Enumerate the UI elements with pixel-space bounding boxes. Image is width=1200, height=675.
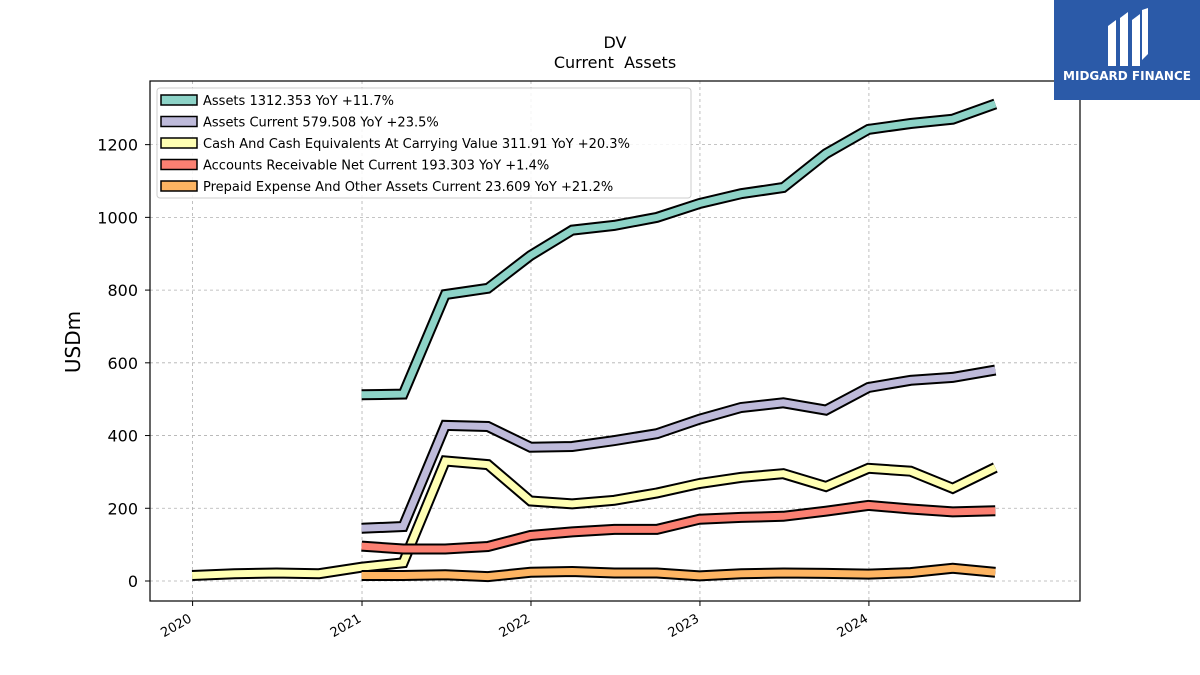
midgard-logo-icon: [1108, 8, 1148, 66]
y-tick-label: 0: [128, 572, 138, 591]
legend-entry: Prepaid Expense And Other Assets Current…: [203, 180, 613, 195]
series-line-1: [361, 364, 997, 534]
legend-entry: Assets 1312.353 YoY +11.7%: [203, 94, 394, 109]
y-tick-label: 1200: [97, 136, 138, 155]
chart-title: DV: [604, 33, 627, 52]
y-tick-label: 600: [107, 354, 138, 373]
series-line-3: [361, 499, 996, 555]
series-line-4: [361, 562, 996, 583]
legend-swatch: [160, 94, 198, 106]
x-tick-label: 2020: [158, 611, 194, 641]
legend-entry: Cash And Cash Equivalents At Carrying Va…: [203, 137, 630, 152]
brand-name: MIDGARD FINANCE: [1063, 69, 1191, 83]
legend-swatch: [160, 180, 198, 192]
legend-swatch: [160, 115, 198, 128]
chart-subtitle: Current Assets: [554, 53, 676, 72]
y-tick-label: 200: [107, 499, 138, 518]
legend-frame: [156, 87, 692, 199]
legend-swatch: [160, 158, 198, 171]
y-tick-label: 800: [107, 281, 138, 300]
brand-logo: MIDGARD FINANCE: [1054, 0, 1200, 100]
legend-entry: Assets Current 579.508 YoY +23.5%: [203, 116, 439, 131]
series-line-2: [191, 455, 998, 581]
y-tick-label: 400: [107, 427, 138, 446]
legend-swatch: [160, 137, 198, 149]
legend-entry: Accounts Receivable Net Current 193.303 …: [203, 159, 549, 174]
series-line-0: [361, 98, 998, 401]
x-tick-label: 2024: [835, 611, 871, 641]
x-tick-label: 2022: [497, 611, 533, 641]
plot-area-frame: [149, 80, 1081, 602]
y-axis-label: USDm: [61, 311, 85, 373]
x-tick-label: 2023: [666, 611, 702, 641]
legend: Assets 1312.353 YoY +11.7% Assets Current…: [156, 87, 692, 199]
x-tick-label: 2021: [328, 611, 364, 641]
y-tick-label: 1000: [97, 208, 138, 227]
